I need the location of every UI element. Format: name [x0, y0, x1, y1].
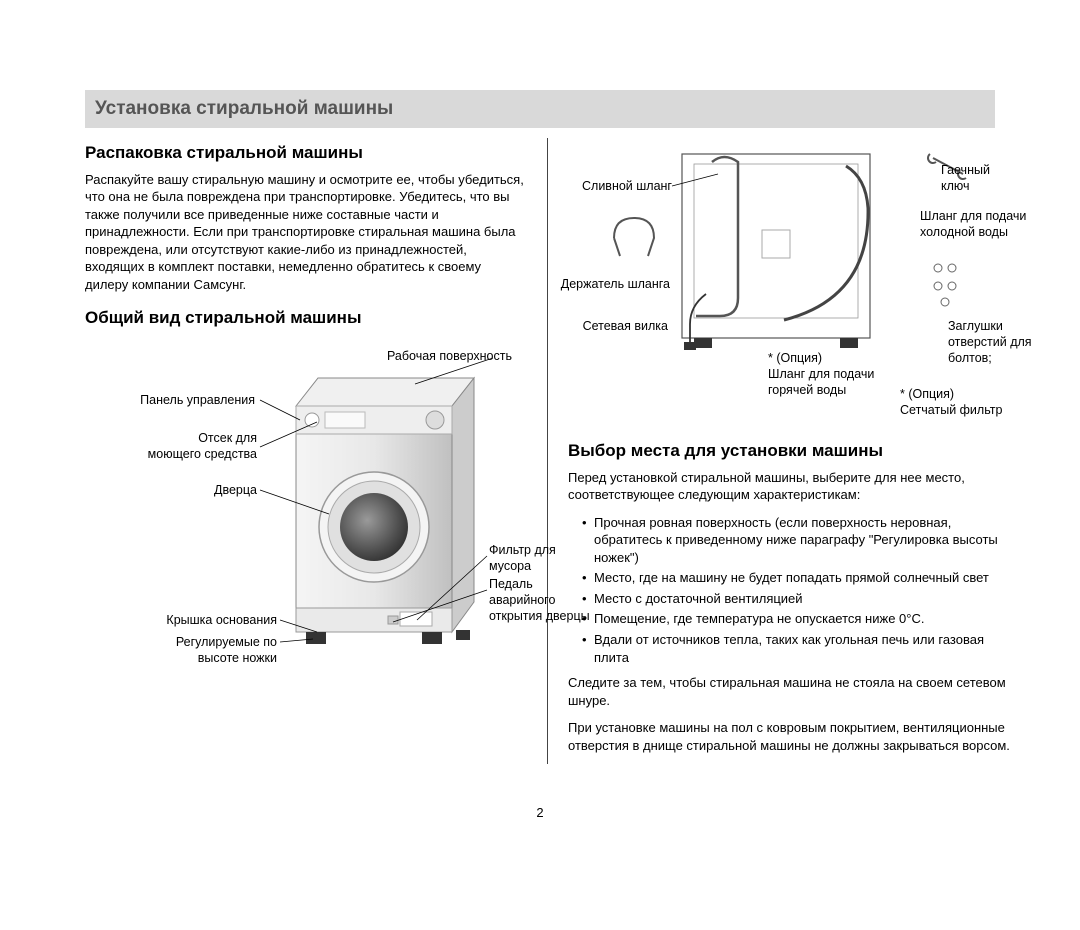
label-adj-feet-2: высоте ножки [85, 650, 277, 667]
label-bolt-caps-3: болтов; [948, 350, 992, 367]
label-control-panel: Панель управления [85, 392, 255, 409]
label-hose-guide: Держатель шланга [550, 276, 670, 293]
label-bolt-caps-2: отверстий для [948, 334, 1032, 351]
label-power-plug: Сетевая вилка [568, 318, 668, 335]
label-option-1: * (Опция) [768, 350, 822, 367]
list-item: Помещение, где температура не опускается… [582, 610, 1013, 628]
label-detergent-drawer-2: моющего средства [85, 446, 257, 463]
page-title: Установка стиральной машины [85, 90, 995, 128]
unpack-heading: Распаковка стиральной машины [85, 142, 525, 165]
label-cold-hose-2: холодной воды [920, 224, 1008, 241]
label-wrench-2: ключ [941, 178, 970, 195]
label-detergent-drawer-1: Отсек для [85, 430, 257, 447]
list-item: Место с достаточной вентиляцией [582, 590, 1013, 608]
label-emergency-2: аварийного [489, 592, 555, 609]
label-wrench-1: Гаечный [941, 162, 990, 179]
label-hot-hose-1: Шланг для подачи [768, 366, 874, 383]
list-item: Прочная ровная поверхность (если поверхн… [582, 514, 1013, 567]
label-debris-filter-1: Фильтр для [489, 542, 556, 559]
back-view-diagram: Сливной шланг Держатель шланга Сетевая в… [568, 138, 1013, 428]
label-drain-hose: Сливной шланг [568, 178, 672, 195]
page-number: 2 [85, 804, 995, 822]
location-after-1: Следите за тем, чтобы стиральная машина … [568, 674, 1013, 709]
label-emergency-1: Педаль [489, 576, 533, 593]
two-column-layout: Распаковка стиральной машины Распакуйте … [85, 138, 995, 765]
unpack-text: Распакуйте вашу стиральную машину и осмо… [85, 171, 525, 294]
label-cold-hose-1: Шланг для подачи [920, 208, 1026, 225]
overview-heading: Общий вид стиральной машины [85, 307, 525, 330]
label-bolt-caps-1: Заглушки [948, 318, 1003, 335]
label-worktop: Рабочая поверхность [387, 348, 512, 365]
label-hot-hose-2: горячей воды [768, 382, 846, 399]
label-mesh-filter: Сетчатый фильтр [900, 402, 1002, 419]
left-column: Распаковка стиральной машины Распакуйте … [85, 138, 525, 765]
location-heading: Выбор места для установки машины [568, 440, 1013, 463]
location-list: Прочная ровная поверхность (если поверхн… [568, 514, 1013, 666]
list-item: Место, где на машину не будет попадать п… [582, 569, 1013, 587]
label-adj-feet-1: Регулируемые по [85, 634, 277, 651]
location-intro: Перед установкой стиральной машины, выбе… [568, 469, 1013, 504]
label-base-cover: Крышка основания [85, 612, 277, 629]
label-door: Дверца [85, 482, 257, 499]
list-item: Вдали от источников тепла, таких как уго… [582, 631, 1013, 666]
label-debris-filter-2: мусора [489, 558, 531, 575]
right-column: Сливной шланг Держатель шланга Сетевая в… [547, 138, 1013, 765]
washing-machine-back-icon [676, 148, 876, 353]
label-emergency-3: открытия дверцы [489, 608, 590, 625]
washing-machine-front-icon [290, 372, 480, 652]
label-option-2: * (Опция) [900, 386, 954, 403]
front-view-diagram: Рабочая поверхность Панель управления От… [85, 342, 525, 692]
location-after-2: При установке машины на пол с ковровым п… [568, 719, 1013, 754]
